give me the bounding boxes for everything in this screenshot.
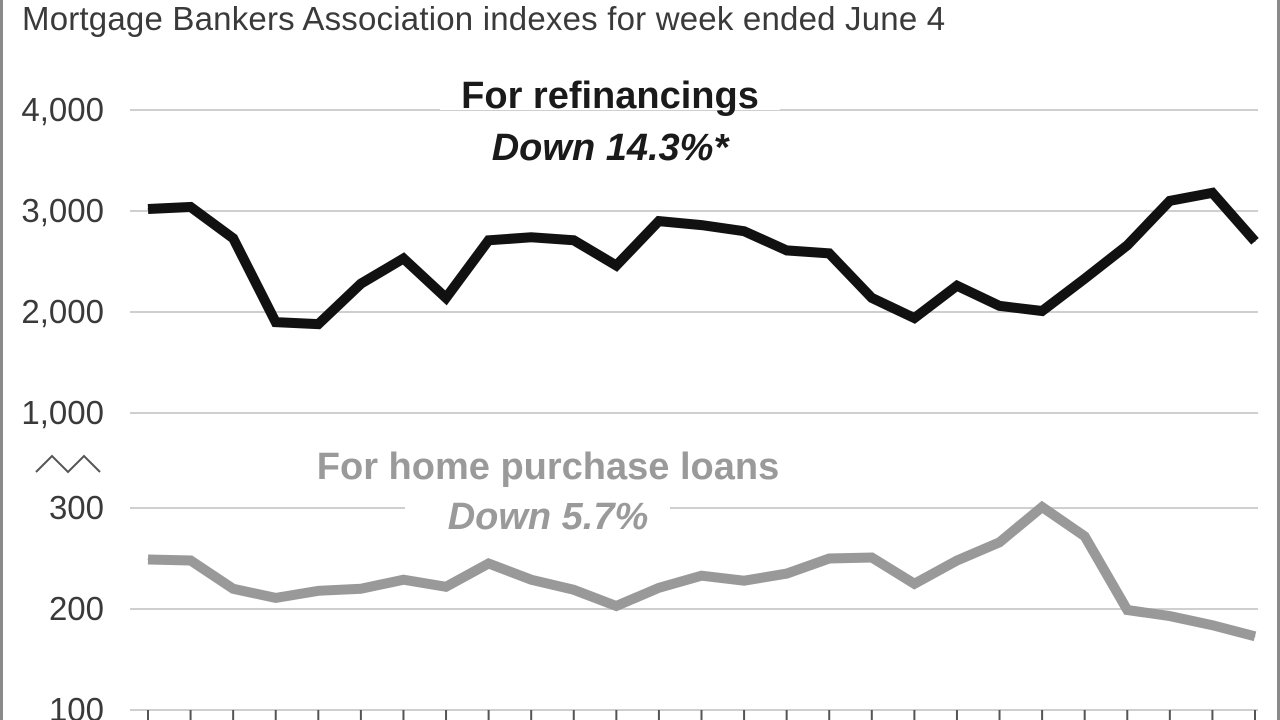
data-point [232,588,234,590]
purchase-label-backdrop [405,490,670,530]
data-point [615,605,617,607]
x-axis-ticks [147,710,1256,720]
y-tick-label: 100 [49,691,104,720]
data-point [786,249,788,251]
data-point [488,239,490,241]
data-point [275,597,277,599]
refi-label-backdrop [440,70,780,110]
chart-subtitle: Mortgage Bankers Association indexes for… [22,0,946,37]
data-point [701,224,702,226]
data-point [360,588,362,590]
data-point [999,541,1001,543]
data-point [828,558,830,559]
data-point [1084,278,1086,280]
purchase-series-label: For home purchase loans [317,446,779,488]
data-point [275,321,277,323]
y-tick-label: 4,000 [21,91,104,128]
data-point [1126,244,1128,246]
data-point [317,590,319,592]
data-point [913,583,915,585]
y-tick-label: 3,000 [21,192,104,229]
data-point [232,237,234,239]
data-point [1041,506,1043,508]
data-point [1169,200,1171,202]
data-point [573,239,575,241]
data-point [1126,609,1128,611]
data-point [190,560,192,562]
data-point [828,252,830,254]
data-point [871,297,873,299]
data-point [360,283,362,285]
series-lines [147,187,1259,642]
data-point [1254,635,1256,637]
data-point [1041,310,1043,312]
data-point [402,257,404,259]
data-point [1084,535,1086,537]
data-point [743,580,745,582]
data-point [615,265,617,267]
data-point [147,559,149,561]
data-point [658,587,660,589]
series-line-refinancings [147,187,1259,330]
data-point [913,317,915,319]
refi-series-label: For refinancings [461,75,759,117]
data-point [999,305,1001,307]
data-point [530,579,532,581]
data-point [147,208,149,210]
gridlines [130,109,1258,711]
data-point [956,560,958,562]
y-tick-label: 300 [49,489,104,526]
y-tick-label: 200 [49,590,104,627]
purchase-change-label: Down 5.7% [448,496,649,538]
data-point [1211,624,1213,626]
data-point [1254,240,1256,242]
refi-change-label: Down 14.3%* [492,127,731,169]
data-point [786,573,788,575]
y-tick-label: 2,000 [21,293,104,330]
data-point [871,556,873,558]
data-point [445,297,447,299]
data-point [956,285,958,287]
axis-break-icon [35,454,101,474]
data-point [530,236,532,238]
data-point [488,563,490,565]
data-point [190,206,192,208]
y-tick-label: 1,000 [21,394,104,431]
data-point [1169,615,1171,617]
data-point [402,579,404,581]
data-point [1211,192,1213,194]
data-point [658,220,660,222]
data-point [445,586,447,588]
series-line-home-purchase [147,500,1257,642]
data-point [743,230,745,232]
data-point [317,323,319,325]
data-point [701,575,702,577]
data-point [573,589,575,591]
y-axis: 4,000 3,000 2,000 1,000 300 200 100 [21,91,104,720]
